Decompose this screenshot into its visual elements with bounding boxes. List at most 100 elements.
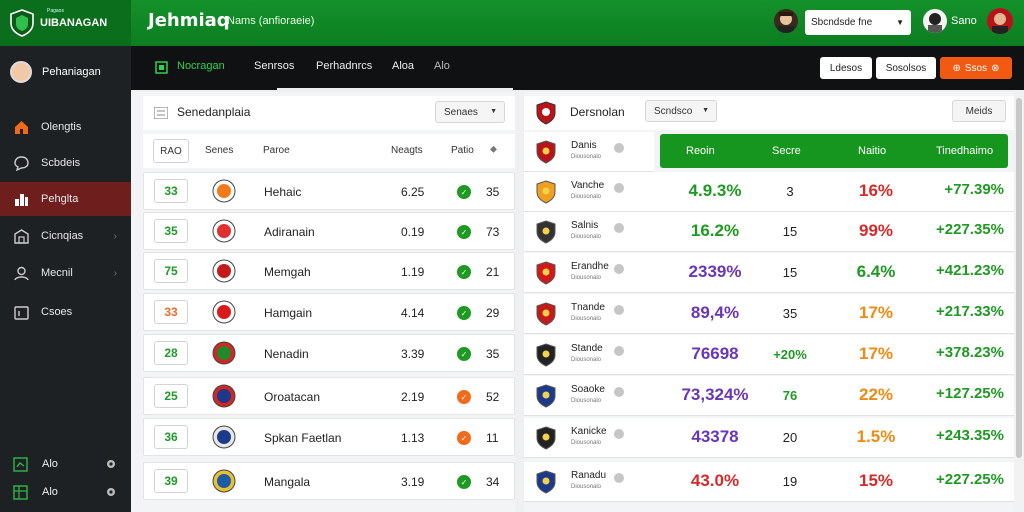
team-crest-icon (536, 426, 556, 450)
sosolsos-button[interactable]: Sosolsos (876, 57, 936, 79)
column-neagts[interactable]: Neagts (391, 145, 423, 156)
rank-badge: 35 (154, 219, 188, 243)
table-row[interactable]: 39 Mangala 3.19 ✓ 34 (143, 462, 515, 500)
team-score: 21 (486, 265, 500, 279)
sidebar-footer-item[interactable]: Alo (0, 481, 131, 503)
team-value: 4.14 (401, 306, 425, 320)
sidebar-item-cicnqias[interactable]: Cicnqias › (0, 219, 131, 253)
sidebar-item-pehglta[interactable]: Pehglta (0, 182, 131, 216)
stat-secondary: 76 (782, 388, 798, 403)
team-name: Erandhe (571, 261, 609, 272)
team-crest-icon (536, 384, 556, 408)
sidebar-item-mecnil[interactable]: Mecnil › (0, 256, 131, 290)
info-icon[interactable] (614, 429, 624, 439)
column-patio[interactable]: Patio (451, 145, 474, 156)
tab-perhadnrcs[interactable]: Perhadnrcs (316, 60, 373, 72)
list-item[interactable]: Ranadu Diousonalo 43.0% 19 15% +227.25% (524, 462, 1014, 502)
shield-icon (536, 101, 556, 125)
status-dot-icon: ✓ (457, 265, 471, 279)
tab-nocragan[interactable]: Nocragan (177, 60, 225, 72)
list-icon (154, 107, 168, 119)
info-icon[interactable] (614, 223, 624, 233)
list-item[interactable]: Vanche Diousonalo 4.9.3% 3 16% +77.39% (524, 172, 1014, 212)
top-bar: UIBANAGAN Pagaos Jehmiaq Nams (anfioraei… (0, 0, 1024, 46)
user-icon (14, 266, 29, 280)
team-name: Adiranain (264, 225, 315, 239)
info-icon[interactable] (614, 346, 624, 356)
sidebar-item-csoes[interactable]: Csoes (0, 295, 131, 329)
sidebar-item-olengtis[interactable]: Olengtis (0, 110, 131, 144)
team-subtitle: Diousonalo (571, 357, 602, 363)
team-value: 1.19 (401, 265, 425, 279)
stat-secondary: 20 (782, 430, 798, 445)
stat-primary: 4.9.3% (688, 181, 742, 200)
list-item[interactable]: Soaoke Diousonalo 73,324% 76 22% +127.25% (524, 376, 1014, 416)
team-crest-icon (536, 470, 556, 494)
comparison-filter-dropdown[interactable]: Scndsco ▼ (645, 100, 717, 122)
list-item[interactable]: Tnande Diousonalo 89,4% 35 17% +217.33% (524, 294, 1014, 334)
tab-alo[interactable]: Alo (434, 60, 450, 72)
gear-icon[interactable] (105, 458, 117, 470)
info-icon[interactable] (614, 183, 624, 193)
brand-logo[interactable]: UIBANAGAN Pagaos (0, 0, 131, 46)
profile-avatar[interactable] (987, 8, 1013, 34)
sidebar-footer-item[interactable]: Alo (0, 453, 131, 475)
building-icon (14, 228, 29, 244)
column-secre[interactable]: Secre (772, 145, 801, 157)
tab-aloa[interactable]: Aloa (392, 60, 415, 72)
gear-icon[interactable] (105, 486, 117, 498)
column-senes[interactable]: Senes (205, 145, 234, 156)
team-select[interactable]: Sbcndsde fne ▼ (805, 10, 911, 35)
user-name[interactable]: Sano (951, 15, 977, 27)
more-button[interactable]: Meids (952, 100, 1006, 122)
sort-icon[interactable]: ⬥ (490, 144, 497, 155)
sidebar-profile[interactable]: Pehaniagan (0, 46, 131, 98)
info-icon[interactable] (614, 143, 624, 153)
list-item[interactable]: Kanicke Diousonalo 43378 20 1.5% +243.35% (524, 418, 1014, 458)
standings-filter-dropdown[interactable]: Senaes ▼ (435, 101, 505, 123)
table-row[interactable]: 75 Memgah 1.19 ✓ 21 (143, 252, 515, 290)
team-subtitle: Diousonalo (571, 194, 602, 200)
person-icon (987, 8, 1013, 34)
table-icon (13, 484, 28, 500)
table-row[interactable]: 33 Hamgain 4.14 ✓ 29 (143, 293, 515, 331)
sidebar-item-scbdeis[interactable]: Scbdeis (0, 146, 131, 180)
rank-badge: 75 (154, 259, 188, 283)
tab-senrsos[interactable]: Senrsos (254, 60, 295, 72)
avatar[interactable] (774, 9, 798, 33)
list-item[interactable]: Danis Diousonalo (524, 132, 654, 172)
brand-tag: Pagaos (47, 8, 64, 14)
table-row[interactable]: 25 Oroatacan 2.19 ✓ 52 (143, 377, 515, 415)
stat-change: +227.35% (936, 221, 1004, 238)
team-subtitle: Diousonalo (571, 234, 602, 240)
info-icon[interactable] (614, 473, 624, 483)
column-naitio[interactable]: Naitio (858, 145, 887, 157)
table-row[interactable]: 35 Adiranain 0.19 ✓ 73 (143, 212, 515, 250)
list-item[interactable]: Erandhe Diousonalo 2339% 15 6.4% +421.23% (524, 253, 1014, 293)
stat-secondary: 19 (782, 474, 798, 489)
team-name: Soaoke (571, 384, 605, 395)
column-team[interactable]: Paroe (263, 145, 290, 156)
info-icon[interactable] (614, 387, 624, 397)
column-reoin[interactable]: Reoin (686, 145, 715, 157)
list-item[interactable]: Stande Diousonalo 76698 +20% 17% +378.23% (524, 335, 1014, 375)
stat-ratio: 99% (858, 221, 894, 240)
column-rank[interactable]: RAO (153, 139, 189, 163)
scrollbar-thumb[interactable] (1016, 98, 1022, 458)
ldesos-button[interactable]: Ldesos (820, 57, 872, 79)
list-item[interactable]: Salnis Diousonalo 16.2% 15 99% +227.35% (524, 212, 1014, 252)
table-row[interactable]: 36 Spkan Faetlan 1.13 ✓ 11 (143, 418, 515, 456)
status-dot-icon: ✓ (457, 306, 471, 320)
plus-icon: ⊕ (952, 62, 961, 74)
column-tinedhaimo[interactable]: Tinedhaimo (936, 145, 994, 157)
brand-name: UIBANAGAN (40, 17, 108, 29)
table-row[interactable]: 33 Hehaic 6.25 ✓ 35 (143, 172, 515, 210)
chevron-right-icon: › (113, 267, 117, 279)
ssos-button[interactable]: ⊕ Ssos ⊗ (940, 57, 1012, 79)
stat-ratio: 1.5% (856, 427, 896, 446)
user-avatar[interactable] (923, 9, 947, 33)
table-row[interactable]: 28 Nenadin 3.39 ✓ 35 (143, 334, 515, 372)
info-icon[interactable] (614, 305, 624, 315)
info-icon[interactable] (614, 264, 624, 274)
sidebar-item-label: Cicnqias (41, 230, 84, 242)
